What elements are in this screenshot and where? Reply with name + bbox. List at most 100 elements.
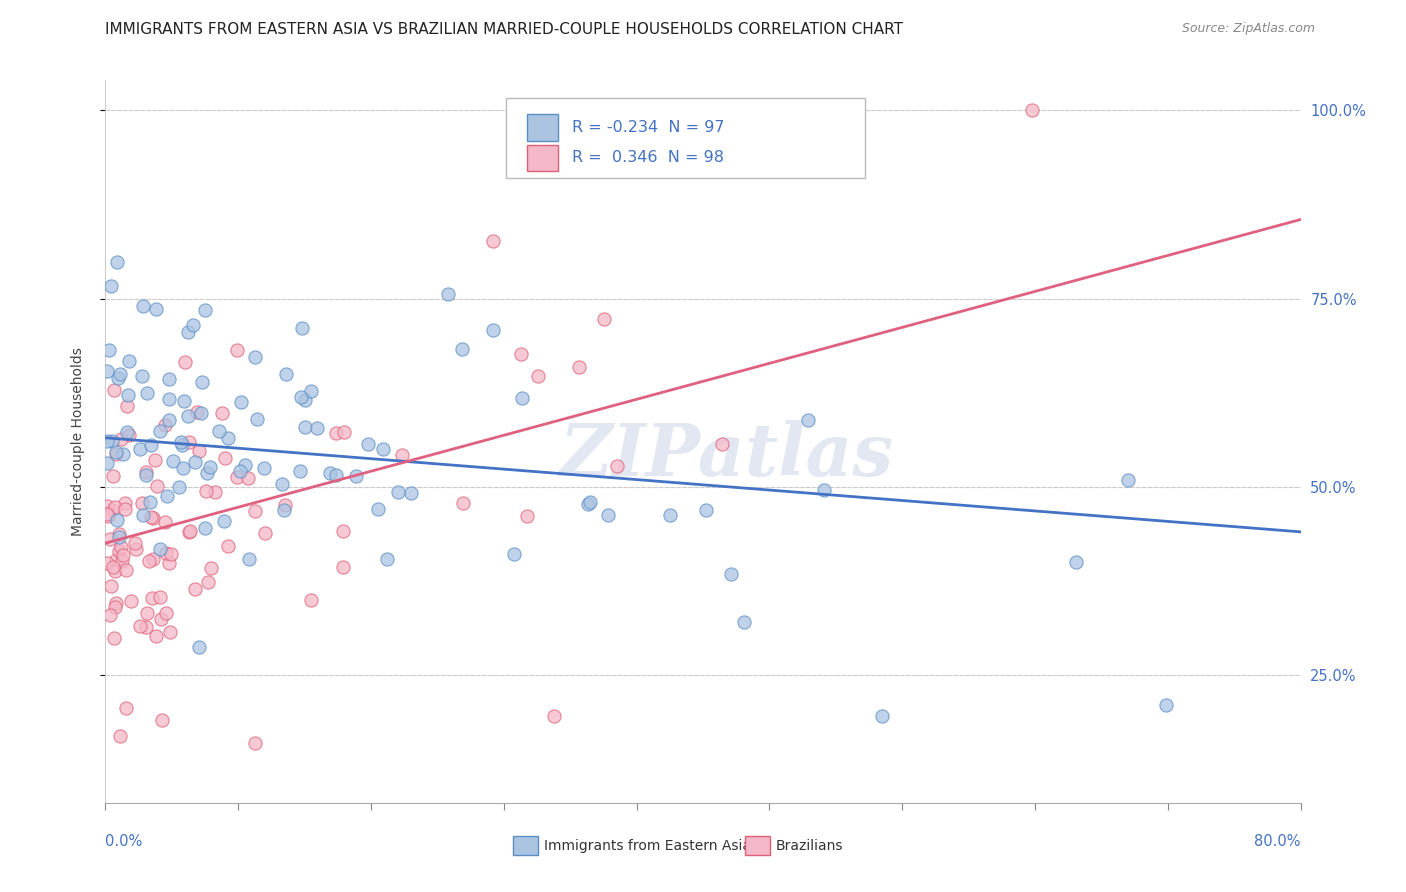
Point (145, 301, 167, 316)
Point (375, 551, 398, 566)
Point (96, 364, 118, 378)
Point (179, 524, 201, 538)
Point (105, 445, 128, 459)
Point (96, 456, 118, 470)
Point (194, 303, 217, 318)
Point (273, 499, 295, 513)
Point (159, 547, 181, 561)
Text: Source: ZipAtlas.com: Source: ZipAtlas.com (1181, 22, 1315, 36)
Point (172, 460, 194, 475)
Point (233, 458, 256, 473)
Text: Brazilians: Brazilians (776, 838, 844, 853)
Point (217, 431, 239, 445)
Point (211, 407, 233, 421)
Point (142, 511, 165, 525)
Text: R =  0.346  N = 98: R = 0.346 N = 98 (572, 151, 724, 165)
Point (105, 552, 128, 566)
Point (177, 409, 200, 423)
Point (162, 454, 184, 468)
Point (172, 438, 194, 452)
Point (97, 343, 120, 358)
Point (125, 541, 148, 556)
Point (291, 320, 314, 334)
Point (387, 484, 409, 499)
Point (357, 437, 380, 451)
Point (103, 632, 125, 646)
Point (482, 323, 505, 337)
Point (150, 714, 173, 728)
Point (186, 405, 208, 419)
Point (157, 372, 180, 386)
Point (170, 434, 193, 449)
Point (139, 495, 162, 509)
Point (105, 254, 128, 268)
Point (118, 354, 141, 368)
Point (114, 496, 136, 510)
Point (195, 484, 218, 499)
Point (253, 525, 276, 540)
Point (579, 495, 602, 509)
Point (243, 504, 266, 518)
Point (115, 564, 138, 578)
Point (173, 354, 195, 368)
Point (271, 477, 294, 491)
Point (437, 287, 460, 301)
Point (598, 508, 620, 522)
Point (100, 503, 122, 517)
Point (797, 412, 820, 426)
Point (1021, 103, 1043, 118)
Point (132, 508, 155, 523)
Point (190, 376, 212, 390)
Point (115, 425, 138, 439)
Point (181, 318, 204, 333)
Point (198, 460, 221, 475)
Point (153, 418, 176, 433)
Point (288, 464, 311, 478)
Point (1154, 698, 1177, 712)
Point (568, 359, 591, 374)
Point (149, 612, 172, 626)
Point (135, 465, 157, 479)
Point (733, 615, 755, 629)
Text: Immigrants from Eastern Asia: Immigrants from Eastern Asia (544, 838, 751, 853)
Point (510, 391, 533, 405)
Point (153, 516, 176, 530)
Text: ZIPatlas: ZIPatlas (560, 420, 894, 491)
Point (720, 567, 742, 582)
Point (129, 442, 152, 456)
Point (149, 591, 172, 605)
Point (526, 368, 548, 383)
Point (105, 512, 128, 526)
Point (118, 428, 141, 442)
Point (107, 371, 129, 385)
Point (238, 552, 260, 566)
Point (194, 521, 217, 535)
Point (305, 421, 328, 435)
Point (97, 509, 120, 524)
Point (104, 600, 127, 615)
Point (344, 469, 367, 483)
Point (112, 548, 135, 562)
Point (120, 594, 142, 608)
Point (592, 312, 614, 326)
Point (111, 554, 134, 568)
Point (139, 509, 162, 524)
Point (813, 483, 835, 497)
Point (110, 367, 132, 381)
Point (117, 388, 139, 402)
Point (112, 447, 135, 461)
Point (236, 470, 259, 484)
Point (101, 434, 124, 449)
Point (509, 347, 531, 361)
Point (578, 497, 600, 511)
Point (157, 392, 180, 407)
Point (104, 564, 127, 578)
Point (229, 395, 252, 409)
Point (135, 468, 157, 483)
Point (187, 640, 209, 654)
Point (129, 619, 152, 633)
Point (606, 458, 628, 473)
Point (299, 593, 322, 607)
Point (145, 453, 167, 467)
Point (273, 502, 295, 516)
